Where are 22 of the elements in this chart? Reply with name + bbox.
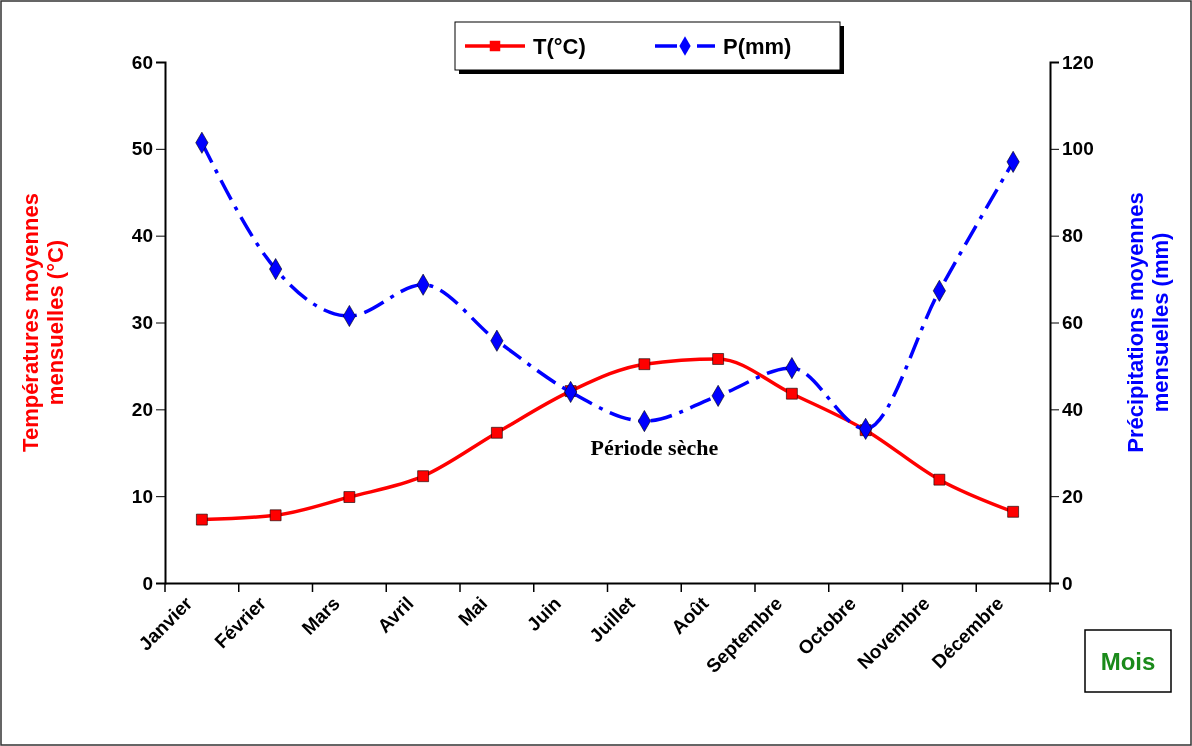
y-tick-label: 40 xyxy=(131,225,153,247)
y2-tick-label: 40 xyxy=(1062,398,1084,420)
y-axis-title: Températures moyennes mensuelles (°C) xyxy=(17,193,69,452)
y2-tick-label: 20 xyxy=(1062,485,1084,507)
y2-axis-title: Précipitations moyennes mensuelles (mm) xyxy=(1122,192,1174,453)
y-tick-label: 50 xyxy=(131,138,153,160)
y-tick-label: 30 xyxy=(131,312,153,334)
x-tick-label: Mai xyxy=(454,592,492,630)
legend-label: P(mm) xyxy=(723,34,792,59)
y-tick-label: 20 xyxy=(131,398,153,420)
y2-tick-label: 120 xyxy=(1062,51,1094,73)
x-axis-title: Mois xyxy=(1100,648,1156,675)
y2-tick-label: 80 xyxy=(1062,225,1084,247)
annotation: Période sèche xyxy=(590,435,719,460)
y-tick-label: 0 xyxy=(142,572,153,594)
y2-tick-label: 60 xyxy=(1062,312,1084,334)
y-tick-label: 60 xyxy=(131,51,153,73)
x-tick-label: Juin xyxy=(522,592,566,636)
y2-tick-label: 100 xyxy=(1062,138,1094,160)
y2-tick-label: 0 xyxy=(1062,572,1073,594)
legend-label: T(°C) xyxy=(533,34,586,59)
y-tick-label: 10 xyxy=(131,485,153,507)
